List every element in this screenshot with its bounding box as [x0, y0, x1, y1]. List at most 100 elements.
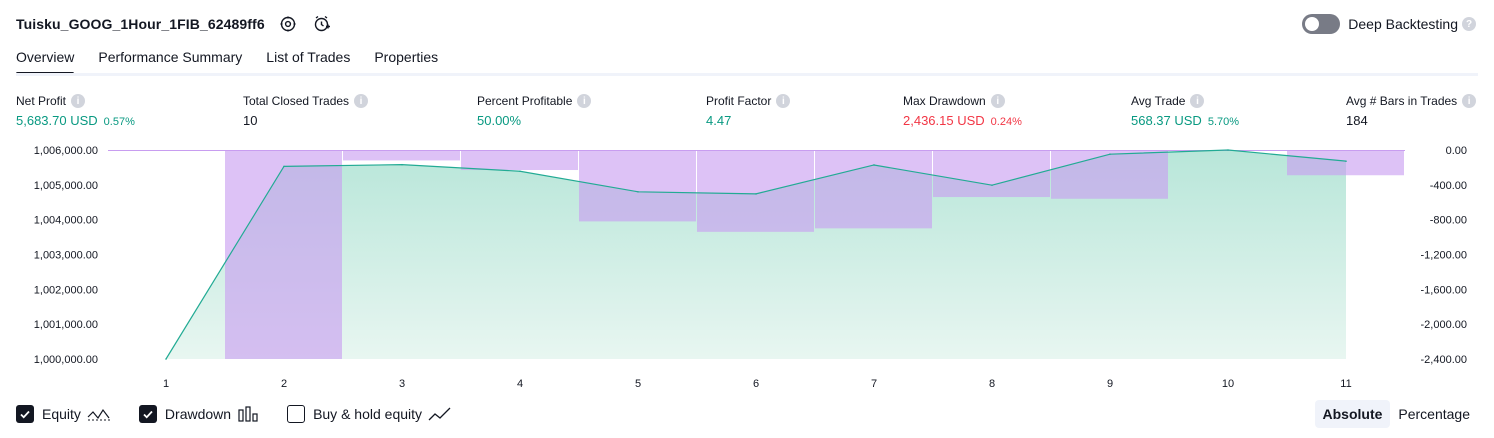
- tab-bar: Overview Performance Summary List of Tra…: [16, 46, 462, 75]
- drawdown-bar[interactable]: [225, 150, 342, 359]
- metric-value: 568.37 USD: [1131, 113, 1202, 128]
- metric-label: Max Drawdown: [903, 94, 986, 108]
- absolute-button[interactable]: Absolute: [1314, 400, 1391, 428]
- buy-hold-line-icon: [428, 406, 452, 422]
- x-axis-tick: 4: [517, 378, 523, 390]
- strategy-name: Tuisku_GOOG_1Hour_1FIB_62489ff6: [16, 16, 265, 32]
- info-icon[interactable]: i: [1462, 94, 1477, 108]
- right-axis-tick: -2,000.00: [1421, 319, 1467, 331]
- drawdown-checkbox[interactable]: [138, 405, 157, 423]
- deep-backtesting-toggle[interactable]: [1302, 14, 1341, 34]
- left-axis-tick: 1,002,000.00: [34, 284, 98, 296]
- x-axis-tick: 10: [1222, 378, 1234, 390]
- tabs-divider: [16, 73, 1478, 76]
- equity-point[interactable]: [165, 358, 167, 360]
- info-icon[interactable]: i: [577, 94, 592, 108]
- info-icon[interactable]: i: [990, 94, 1005, 108]
- metric-value: 184: [1346, 113, 1368, 128]
- metric-value: 4.47: [706, 113, 732, 128]
- x-axis-tick: 8: [989, 378, 995, 390]
- equity-point[interactable]: [1345, 160, 1347, 162]
- legend-label: Buy & hold equity: [313, 406, 423, 422]
- left-axis-tick: 1,001,000.00: [34, 319, 98, 331]
- help-icon[interactable]: ?: [1462, 17, 1476, 31]
- drawdown-bar[interactable]: [1051, 150, 1168, 199]
- legend-drawdown[interactable]: Drawdown: [138, 405, 259, 423]
- equity-point[interactable]: [873, 164, 875, 166]
- left-axis-tick: 1,004,000.00: [34, 215, 98, 227]
- equity-point[interactable]: [519, 170, 521, 173]
- x-axis-tick: 1: [163, 378, 169, 390]
- tab-properties[interactable]: Properties: [374, 49, 439, 65]
- equity-point[interactable]: [637, 191, 639, 193]
- drawdown-bar[interactable]: [579, 150, 696, 222]
- right-axis-tick: -1,200.00: [1421, 250, 1467, 262]
- left-axis-tick: 1,003,000.00: [34, 250, 98, 262]
- left-axis-tick: 1,005,000.00: [34, 180, 98, 192]
- right-axis-tick: -2,400.00: [1421, 354, 1467, 366]
- chart-legend: Equity Drawdown Buy & hold equity: [16, 403, 480, 425]
- deep-backtesting-label: Deep Backtesting: [1348, 16, 1458, 32]
- x-axis-tick: 7: [871, 378, 877, 390]
- drawdown-bar[interactable]: [697, 150, 814, 232]
- metric-percent: 0.24%: [990, 116, 1022, 128]
- metric-value: 50.00%: [477, 113, 522, 128]
- drawdown-bar[interactable]: [815, 150, 932, 229]
- right-axis-tick: 0.00: [1446, 145, 1467, 157]
- legend-label: Drawdown: [164, 406, 232, 422]
- metric-value: 2,436.15 USD: [903, 113, 985, 128]
- equity-point[interactable]: [283, 165, 285, 168]
- tab-performance-summary[interactable]: Performance Summary: [98, 49, 243, 65]
- metric-percent: 0.57%: [103, 116, 135, 128]
- x-axis-tick: 11: [1340, 378, 1351, 390]
- left-axis-tick: 1,000,000.00: [34, 354, 98, 366]
- tab-list-of-trades[interactable]: List of Trades: [266, 49, 351, 65]
- tab-overview[interactable]: Overview: [16, 46, 75, 75]
- add-alert-icon[interactable]: [311, 13, 333, 35]
- metric-percent-profitable: Percent Profitable i 50.00%: [477, 93, 592, 128]
- metric-max-drawdown: Max Drawdown i 2,436.15 USD 0.24%: [903, 93, 1022, 128]
- drawdown-bar[interactable]: [933, 150, 1050, 198]
- buy-hold-checkbox[interactable]: [287, 405, 306, 423]
- toggle-knob: [1305, 17, 1320, 31]
- legend-buy-hold[interactable]: Buy & hold equity: [287, 405, 452, 423]
- value-mode-switch: Absolute Percentage: [1314, 400, 1479, 428]
- right-axis-tick: -800.00: [1430, 215, 1467, 227]
- metric-value: 5,683.70 USD: [16, 113, 98, 128]
- info-icon[interactable]: i: [776, 94, 791, 108]
- right-axis-tick: -1,600.00: [1421, 284, 1467, 296]
- equity-point[interactable]: [1109, 153, 1111, 155]
- metric-label: Avg # Bars in Trades: [1346, 94, 1458, 108]
- equity-chart[interactable]: 1,006,000.00 1,005,000.00 1,004,000.00 1,00…: [0, 138, 1494, 398]
- equity-point[interactable]: [991, 184, 993, 186]
- strategy-header: Tuisku_GOOG_1Hour_1FIB_62489ff6: [16, 12, 333, 36]
- x-axis-tick: 6: [753, 378, 759, 390]
- info-icon[interactable]: i: [1190, 94, 1205, 108]
- equity-point[interactable]: [755, 193, 757, 195]
- drawdown-bar[interactable]: [1287, 150, 1404, 176]
- right-axis-tick: -400.00: [1430, 180, 1467, 192]
- metric-label: Net Profit: [16, 94, 67, 108]
- metric-profit-factor: Profit Factor i 4.47: [706, 93, 791, 128]
- metric-percent: 5.70%: [1207, 116, 1240, 128]
- metric-value: 10: [243, 113, 258, 128]
- info-icon[interactable]: i: [71, 94, 86, 108]
- equity-point[interactable]: [401, 163, 403, 166]
- equity-line-icon: [87, 406, 111, 422]
- info-icon[interactable]: i: [354, 94, 369, 108]
- settings-icon[interactable]: [277, 13, 299, 35]
- drawdown-bar[interactable]: [343, 150, 460, 161]
- metric-label: Avg Trade: [1131, 94, 1186, 108]
- equity-area: [166, 150, 1346, 359]
- metric-label: Total Closed Trades: [243, 94, 350, 108]
- metric-label: Percent Profitable: [477, 94, 573, 108]
- percentage-button[interactable]: Percentage: [1398, 406, 1470, 422]
- drawdown-bar[interactable]: [461, 150, 578, 171]
- equity-checkbox[interactable]: [16, 405, 34, 423]
- legend-equity[interactable]: Equity: [16, 405, 111, 423]
- drawdown-bars-icon: [237, 406, 259, 422]
- metric-avg-bars: Avg # Bars in Trades i 184: [1346, 93, 1477, 128]
- legend-label: Equity: [42, 406, 81, 422]
- equity-point[interactable]: [1227, 149, 1229, 151]
- x-axis-tick: 2: [281, 378, 287, 390]
